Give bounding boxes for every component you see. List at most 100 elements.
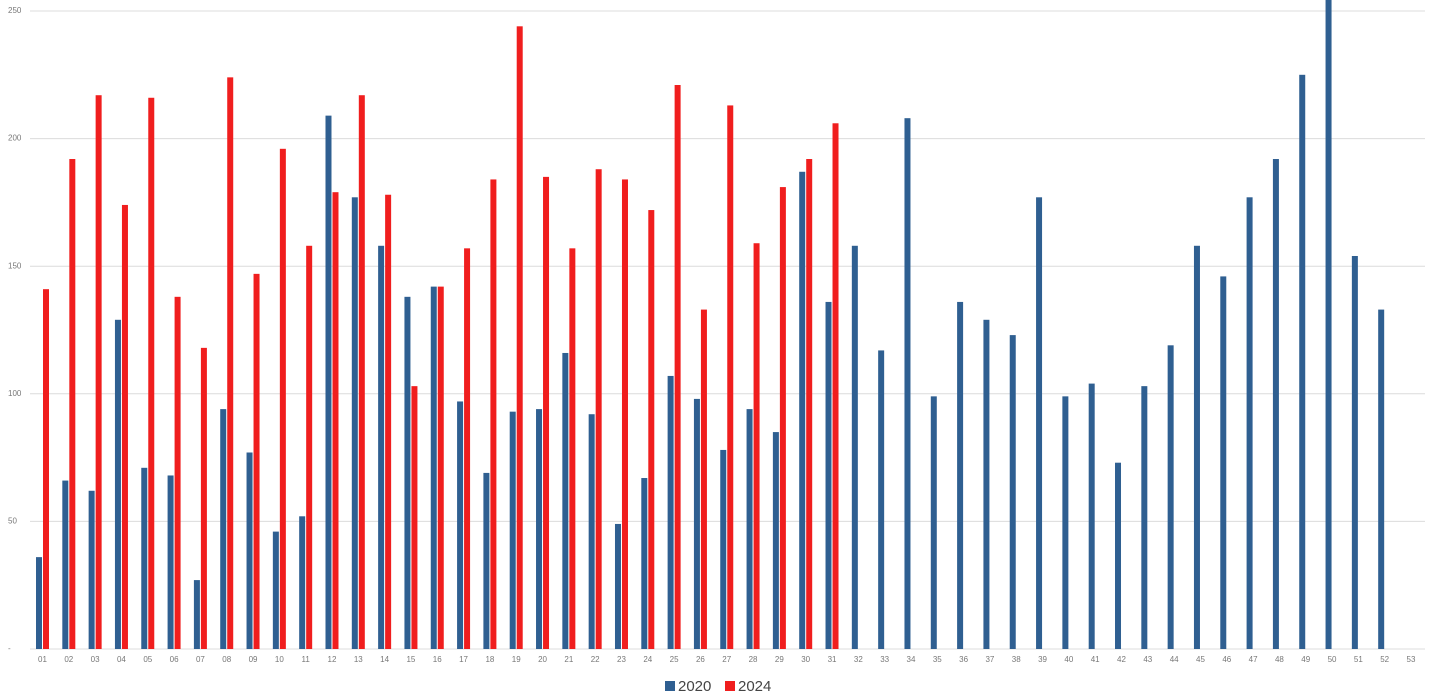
x-tick-label: 39	[1038, 655, 1047, 664]
x-tick-label: 31	[828, 655, 837, 664]
x-tick-label: 45	[1196, 655, 1205, 664]
bar	[1299, 74, 1306, 649]
bar	[141, 467, 148, 649]
bar	[174, 296, 181, 649]
bar	[1036, 197, 1043, 649]
x-tick-label: 50	[1328, 655, 1337, 664]
bar	[746, 409, 753, 649]
bar	[272, 531, 279, 649]
x-tick-label: 33	[880, 655, 889, 664]
bar	[430, 286, 437, 649]
bar	[404, 296, 411, 649]
x-tick-label: 17	[459, 655, 468, 664]
bar	[569, 248, 576, 649]
bar	[753, 243, 760, 649]
bar	[464, 248, 471, 649]
bar	[385, 194, 392, 649]
x-tick-label: 09	[249, 655, 258, 664]
x-tick-label: 03	[91, 655, 100, 664]
bar	[1220, 276, 1227, 649]
x-tick-label: 21	[564, 655, 573, 664]
x-tick-label: 53	[1407, 655, 1416, 664]
y-tick-label: -	[8, 644, 11, 653]
bar	[88, 490, 95, 649]
x-tick-label: 27	[722, 655, 731, 664]
x-tick-label: 36	[959, 655, 968, 664]
y-tick-label: 50	[8, 517, 17, 526]
x-tick-label: 52	[1380, 655, 1389, 664]
bar	[351, 197, 358, 649]
x-tick-label: 05	[143, 655, 152, 664]
bar	[614, 523, 621, 649]
x-tick-label: 41	[1091, 655, 1100, 664]
bar	[358, 95, 365, 649]
x-tick-label: 04	[117, 655, 126, 664]
x-tick-label: 22	[591, 655, 600, 664]
bar	[957, 301, 964, 649]
legend-label: 2024	[738, 678, 771, 695]
bar	[193, 580, 200, 649]
y-tick-label: 250	[8, 6, 22, 15]
bar	[1325, 0, 1332, 649]
bar	[1272, 159, 1279, 649]
x-tick-label: 42	[1117, 655, 1126, 664]
bar	[490, 179, 497, 649]
bar	[43, 289, 49, 649]
bar	[799, 171, 806, 649]
bar	[227, 77, 234, 649]
bar	[772, 432, 779, 649]
bar	[806, 159, 813, 649]
bar	[167, 475, 174, 649]
x-tick-label: 19	[512, 655, 521, 664]
y-tick-label: 150	[8, 261, 22, 270]
bar	[253, 273, 260, 649]
bar	[325, 115, 332, 649]
bar	[648, 210, 655, 649]
bar	[1351, 255, 1358, 649]
x-tick-label: 12	[328, 655, 337, 664]
x-tick-label: 28	[749, 655, 758, 664]
x-tick-label: 02	[64, 655, 73, 664]
x-tick-label: 37	[985, 655, 994, 664]
bar	[516, 26, 523, 649]
x-tick-label: 46	[1222, 655, 1231, 664]
bar	[114, 319, 121, 649]
x-tick-label: 49	[1301, 655, 1310, 664]
bar	[904, 118, 911, 649]
bar	[825, 301, 832, 649]
x-tick-label: 32	[854, 655, 863, 664]
bar	[674, 85, 681, 649]
x-tick-label: 47	[1249, 655, 1258, 664]
bar	[1246, 197, 1253, 649]
x-tick-label: 10	[275, 655, 284, 664]
bar	[483, 472, 490, 649]
x-tick-label: 30	[801, 655, 810, 664]
bar	[727, 105, 734, 649]
x-tick-label: 29	[775, 655, 784, 664]
bar	[1088, 383, 1095, 649]
bar	[1378, 309, 1385, 649]
legend-swatch	[665, 681, 675, 691]
legend-label: 2020	[678, 678, 711, 695]
x-tick-label: 25	[670, 655, 679, 664]
bar	[779, 187, 786, 649]
x-tick-label: 51	[1354, 655, 1363, 664]
bar	[121, 204, 128, 649]
bar	[851, 245, 858, 649]
bar	[200, 347, 207, 649]
bar	[299, 516, 306, 649]
bar	[562, 352, 569, 649]
x-tick-label: 38	[1012, 655, 1021, 664]
x-tick-label: 23	[617, 655, 626, 664]
x-tick-label: 18	[485, 655, 494, 664]
x-tick-label: 48	[1275, 655, 1284, 664]
bar	[930, 396, 937, 649]
x-tick-label: 20	[538, 655, 547, 664]
bar	[1141, 386, 1148, 649]
bar	[279, 148, 286, 649]
bar	[1009, 335, 1016, 649]
bar	[832, 123, 839, 649]
bar	[983, 319, 990, 649]
x-tick-label: 43	[1143, 655, 1152, 664]
